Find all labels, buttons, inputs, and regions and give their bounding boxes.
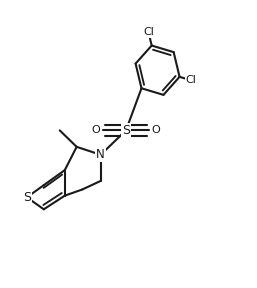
Text: S: S [122, 124, 130, 137]
Text: Cl: Cl [186, 75, 197, 85]
Text: Cl: Cl [143, 27, 154, 37]
Text: O: O [151, 125, 160, 135]
Text: S: S [23, 191, 31, 204]
Text: O: O [92, 125, 100, 135]
Text: N: N [96, 148, 105, 161]
